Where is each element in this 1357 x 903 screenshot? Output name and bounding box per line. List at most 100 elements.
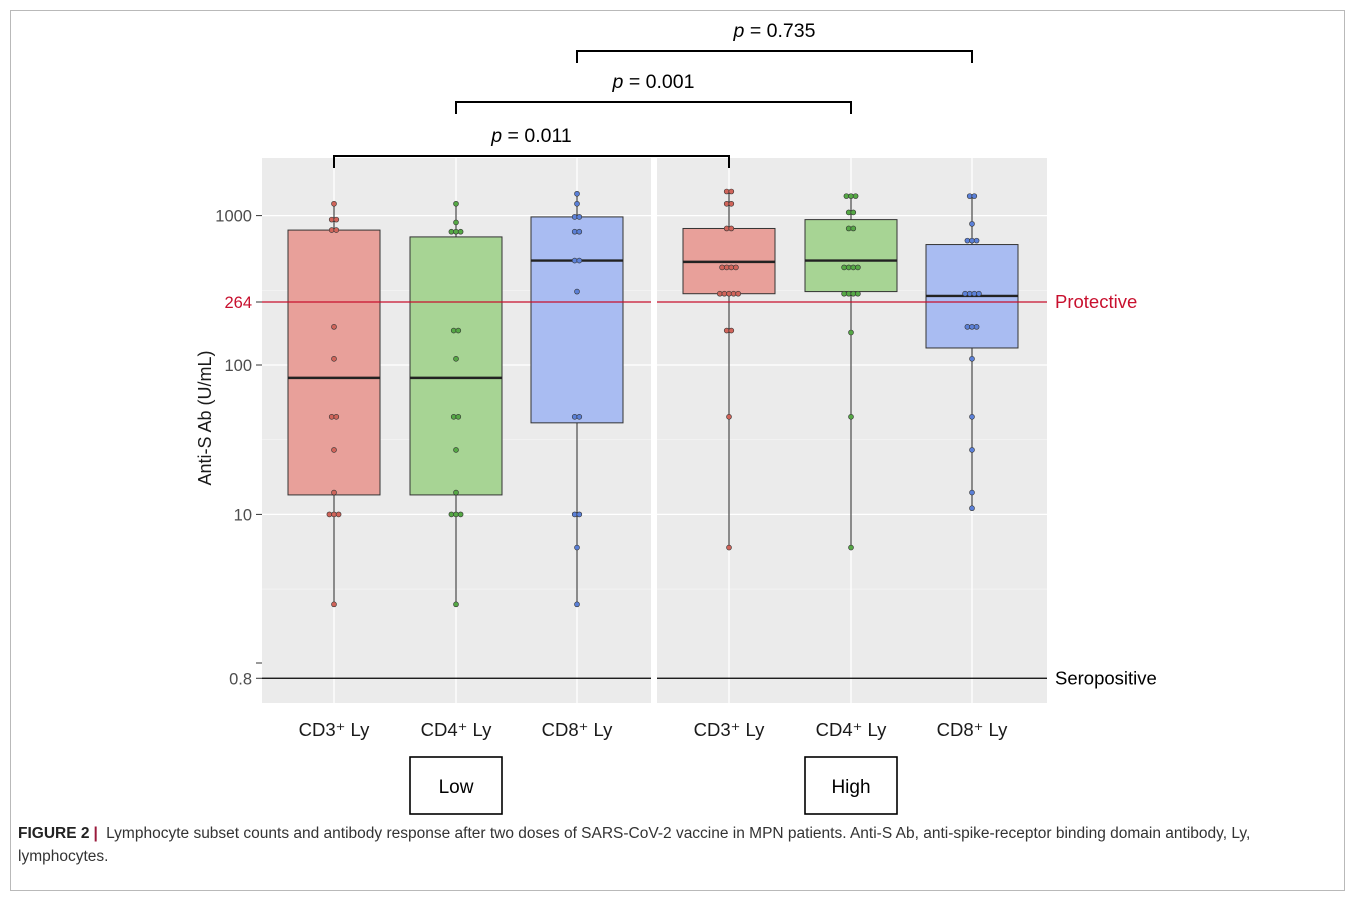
data-point bbox=[716, 290, 723, 297]
comparison-bracket: p = 0.001 bbox=[455, 71, 852, 114]
data-point bbox=[845, 264, 852, 271]
y-axis: 0.8 10 100 264 1000 bbox=[215, 208, 262, 688]
data-point bbox=[721, 290, 728, 297]
data-point bbox=[328, 414, 335, 420]
data-point bbox=[848, 544, 854, 551]
data-point bbox=[728, 200, 735, 207]
p-value-label: p = 0.011 bbox=[490, 125, 571, 147]
x-category-label: CD8⁺ Ly bbox=[542, 719, 614, 740]
x-category-label: CD3⁺ Ly bbox=[694, 719, 766, 740]
points-layer bbox=[326, 188, 982, 608]
x-category-label: CD4⁺ Ly bbox=[816, 719, 888, 740]
data-point bbox=[964, 237, 971, 244]
box-iqr bbox=[804, 219, 898, 293]
bracket-line bbox=[333, 155, 730, 168]
bracket-line bbox=[455, 101, 852, 114]
box-cd8-high bbox=[925, 196, 1019, 509]
data-point bbox=[728, 225, 735, 232]
data-point bbox=[855, 264, 861, 271]
data-point bbox=[448, 511, 455, 518]
data-point bbox=[331, 489, 337, 496]
data-point bbox=[331, 601, 337, 608]
data-point bbox=[331, 356, 337, 362]
data-point bbox=[726, 290, 732, 297]
data-point bbox=[333, 414, 340, 420]
data-point bbox=[574, 601, 580, 608]
data-point bbox=[576, 257, 583, 264]
data-point bbox=[969, 324, 975, 330]
comparison-bracket: p = 0.011 bbox=[333, 125, 730, 168]
data-point bbox=[971, 290, 978, 297]
reference-line-label: Protective bbox=[1055, 291, 1137, 312]
group-label: High bbox=[831, 777, 870, 798]
reference-line-protective: Protective bbox=[262, 291, 1137, 312]
data-point bbox=[848, 414, 854, 420]
box-iqr bbox=[287, 229, 381, 496]
data-point bbox=[969, 356, 975, 362]
data-point bbox=[331, 511, 337, 518]
data-point bbox=[723, 200, 730, 207]
data-point bbox=[969, 447, 975, 453]
data-point bbox=[843, 193, 850, 199]
data-point bbox=[333, 227, 340, 233]
data-point bbox=[574, 190, 580, 197]
box-iqr bbox=[409, 236, 503, 496]
figure-caption: FIGURE 2 | Lymphocyte subset counts and a… bbox=[18, 822, 1328, 868]
data-point bbox=[453, 447, 459, 453]
group-label-box bbox=[804, 756, 898, 815]
data-point bbox=[571, 414, 578, 420]
data-point bbox=[841, 290, 847, 297]
data-point bbox=[719, 264, 725, 271]
data-point bbox=[328, 227, 335, 233]
bracket-line bbox=[576, 50, 973, 63]
x-category-label: CD8⁺ Ly bbox=[937, 719, 1009, 740]
figure-label: FIGURE 2 bbox=[18, 825, 90, 842]
caption-separator: | bbox=[93, 825, 98, 842]
y-tick-label: 0.8 bbox=[229, 670, 252, 688]
box-iqr bbox=[530, 216, 624, 424]
y-tick-label: 10 bbox=[234, 506, 252, 524]
data-point bbox=[726, 414, 732, 420]
group-label: Low bbox=[439, 777, 474, 798]
data-point bbox=[576, 511, 583, 518]
data-point bbox=[973, 237, 980, 244]
boxes-layer bbox=[287, 191, 1019, 605]
data-point bbox=[966, 290, 973, 297]
data-point bbox=[728, 188, 735, 195]
y-tick-label: 1000 bbox=[215, 208, 252, 226]
data-point bbox=[448, 228, 455, 235]
data-point bbox=[845, 290, 852, 297]
data-point bbox=[453, 489, 459, 496]
box-cd3-high bbox=[682, 191, 776, 548]
data-point bbox=[726, 544, 732, 551]
data-point bbox=[574, 200, 580, 207]
group-labels: Low High bbox=[409, 756, 898, 815]
y-axis-title: Anti-S Ab (U/mL) bbox=[195, 350, 215, 485]
comparison-bracket: p = 0.735 bbox=[576, 20, 973, 63]
data-point bbox=[328, 216, 335, 223]
data-point bbox=[733, 264, 739, 271]
data-point bbox=[728, 327, 735, 334]
data-point bbox=[850, 264, 857, 271]
data-point bbox=[855, 290, 861, 297]
data-point bbox=[571, 228, 578, 235]
data-point bbox=[964, 324, 971, 330]
y-tick-label: 100 bbox=[224, 357, 252, 375]
data-point bbox=[969, 414, 975, 420]
data-point bbox=[457, 228, 464, 235]
data-point bbox=[574, 544, 580, 551]
p-value-label: p = 0.001 bbox=[612, 71, 695, 93]
data-point bbox=[453, 356, 459, 362]
data-point bbox=[571, 257, 578, 264]
data-point bbox=[576, 214, 583, 220]
data-point bbox=[723, 225, 730, 232]
data-point bbox=[723, 264, 730, 271]
data-point bbox=[455, 327, 462, 334]
data-point bbox=[976, 290, 982, 297]
data-point bbox=[848, 329, 854, 336]
caption-text: Lymphocyte subset counts and antibody re… bbox=[18, 825, 1251, 865]
data-point bbox=[571, 214, 578, 220]
data-point bbox=[969, 221, 975, 227]
data-point bbox=[331, 324, 337, 330]
